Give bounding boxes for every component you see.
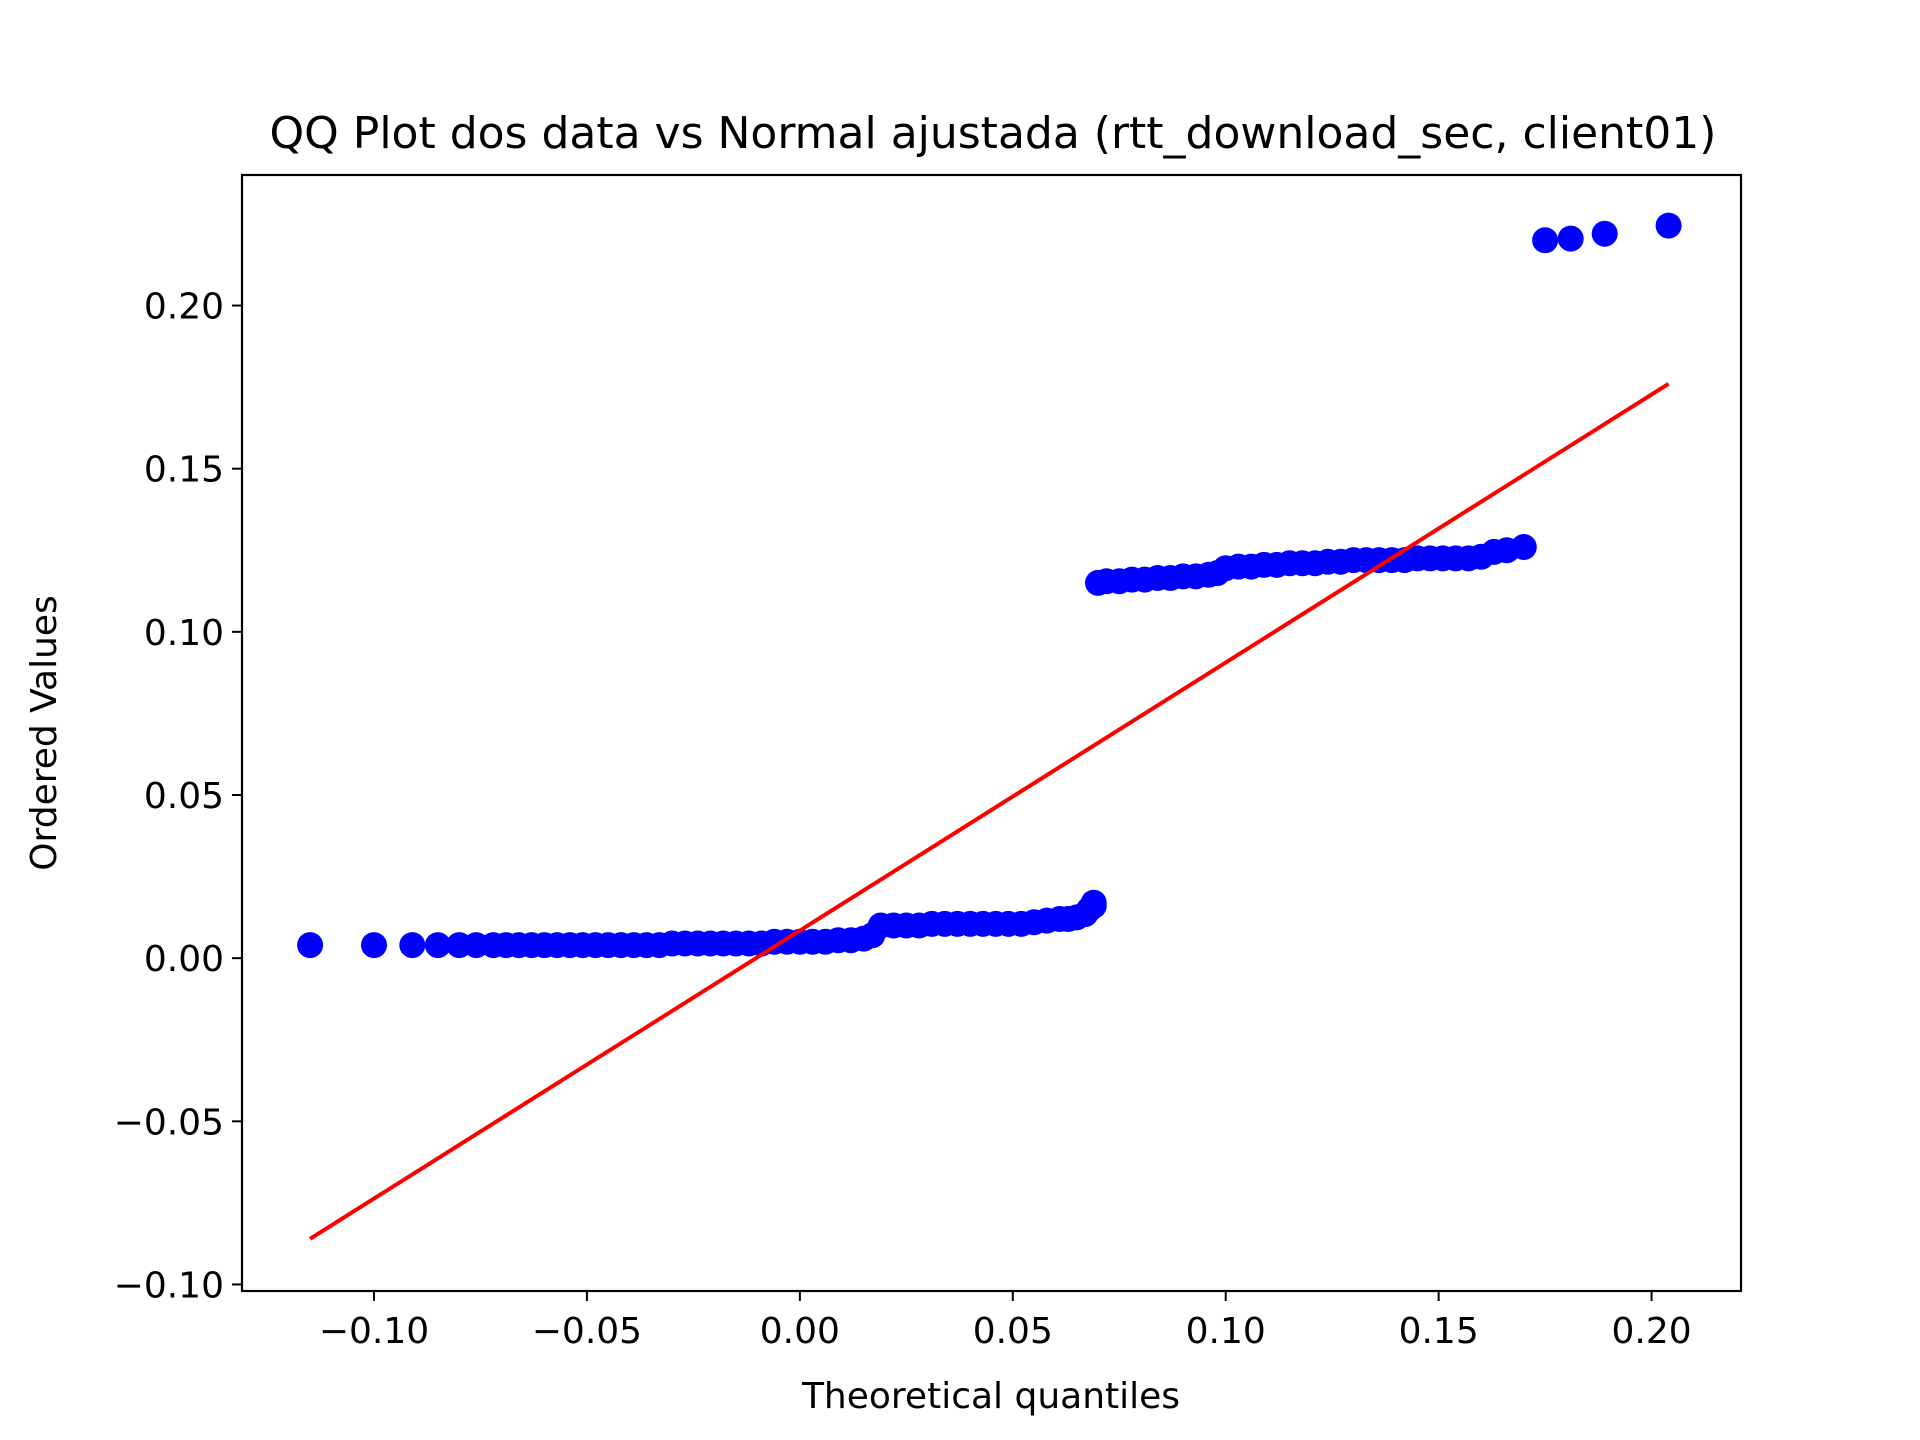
y-tick-label: −0.10 [114,1265,224,1306]
axes: −0.10 −0.05 0.00 0.05 0.10 0.15 0.20 −0.10 −0.05… [114,287,1692,1352]
y-tick-label: −0.05 [114,1102,224,1143]
data-point [1510,534,1537,560]
x-tick-label: 0.10 [1186,1311,1266,1352]
axes-frame [240,173,1743,1293]
data-point [297,932,324,959]
data-point [399,932,426,959]
y-tick-label: 0.20 [144,287,224,328]
data-point [424,932,451,959]
x-tick-label: 0.05 [973,1311,1053,1352]
data-point [361,932,387,959]
x-tick-label: 0.00 [760,1311,840,1352]
point-series [297,212,1682,959]
y-tick-label: 0.00 [144,939,224,980]
data-point [1532,227,1559,254]
data-point [1080,889,1107,916]
fit-line [309,382,1670,1241]
data-point [1655,212,1682,239]
plot-area [297,212,1682,1241]
y-tick-label: 0.10 [144,613,224,654]
x-tick-label: −0.05 [532,1311,642,1352]
y-axis-label: Ordered Values [24,595,65,871]
y-tick-label: 0.15 [144,450,224,491]
data-point [1591,220,1618,247]
x-tick-label: 0.15 [1399,1311,1479,1352]
x-tick-label: 0.20 [1611,1311,1691,1352]
data-point [1557,225,1584,252]
chart-title: QQ Plot dos data vs Normal ajustada (rtt… [270,108,1717,159]
x-axis-label: Theoretical quantiles [801,1376,1180,1417]
y-tick-label: 0.05 [144,776,224,817]
x-tick-label: −0.10 [319,1311,429,1352]
